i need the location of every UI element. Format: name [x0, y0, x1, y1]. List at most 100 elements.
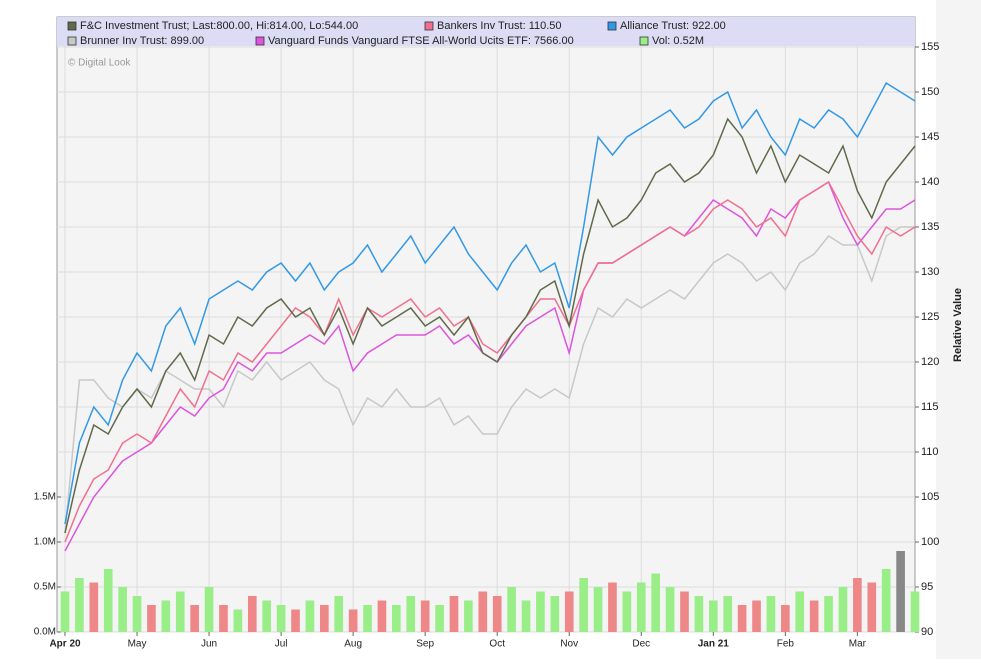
volume-bar [219, 605, 228, 632]
volume-bar [60, 591, 70, 632]
marks [60, 81, 920, 632]
volume-bar [175, 591, 185, 632]
series-line [64, 81, 916, 525]
volume-bar [622, 591, 632, 632]
legend: F&C Investment Trust; Last:800.00, Hi:81… [67, 20, 726, 47]
volume-bar [853, 578, 862, 632]
volume-bar [550, 596, 560, 632]
volume-bar [838, 587, 848, 632]
y-tick-label: 145 [921, 131, 939, 143]
legend-label: Vol: 0.52M [652, 35, 704, 47]
volume-bar [521, 600, 531, 632]
x-tick-label: Mar [849, 639, 867, 650]
volume-bar [608, 582, 617, 632]
volume-bar [867, 582, 877, 632]
volume-bar [334, 596, 344, 632]
volume-bar [89, 582, 99, 632]
volume-bar [910, 591, 920, 632]
volume-bar [752, 600, 761, 632]
plot-area [56, 16, 916, 633]
volume-bar [204, 587, 214, 632]
x-tick-label: Aug [344, 639, 362, 650]
volume-bar [449, 596, 459, 632]
y-tick-label: 135 [921, 221, 939, 233]
grid: 90 95 100 105 110 115 120 125 130 135 140 145 150 155… [34, 17, 939, 650]
side-panel [936, 0, 981, 659]
y2-tick-label: 1.0M [34, 537, 56, 548]
volume-bar [247, 596, 257, 632]
volume-bar [636, 582, 646, 632]
y-tick-label: 95 [921, 581, 933, 593]
legend-band [57, 17, 915, 46]
volume-bar [348, 609, 358, 632]
volume-bar [103, 569, 113, 632]
legend-label: Alliance Trust: 922.00 [620, 20, 726, 32]
legend-swatch [67, 21, 77, 31]
legend-swatch [607, 21, 617, 31]
volume-bar [723, 596, 733, 632]
volume-bar [406, 596, 416, 632]
series-line [64, 180, 916, 543]
y-tick-label: 100 [921, 536, 939, 548]
legend-swatch [255, 36, 265, 46]
legend-label: F&C Investment Trust; Last:800.00, Hi:81… [80, 20, 358, 32]
volume-bar [781, 605, 790, 632]
volume-bar [507, 587, 516, 632]
volume-bar [291, 609, 300, 632]
volume-bar [680, 591, 689, 632]
legend-label: Brunner Inv Trust: 899.00 [80, 35, 204, 47]
volume-bar [824, 596, 833, 632]
y-tick-label: 115 [921, 401, 939, 413]
volume-bar [262, 600, 272, 632]
volume-bar [564, 591, 574, 632]
y-tick-label: 140 [921, 176, 939, 188]
volume-bar [420, 600, 430, 632]
volume-bar [795, 591, 805, 632]
volume-bar [737, 605, 747, 632]
y-tick-label: 155 [921, 41, 939, 53]
volume-bar [147, 605, 156, 632]
y-tick-label: 90 [921, 626, 933, 638]
volume-bar [132, 596, 142, 632]
x-tick-label: Jul [275, 639, 288, 650]
volume-bar [478, 591, 488, 632]
y-tick-label: 125 [921, 311, 939, 323]
volume-bar [464, 600, 473, 632]
volume-bar [161, 600, 171, 632]
x-tick-label: Feb [777, 639, 795, 650]
x-tick-label: Apr 20 [49, 639, 81, 650]
x-tick-label: Dec [632, 639, 650, 650]
y-tick-label: 120 [921, 356, 939, 368]
x-tick-label: Sep [416, 639, 434, 650]
volume-bar [881, 569, 891, 632]
legend-swatch [639, 36, 649, 46]
series-line [64, 117, 916, 534]
legend-label: Vanguard Funds Vanguard FTSE All-World U… [268, 35, 574, 47]
volume-bar [766, 596, 776, 632]
y-tick-label: 110 [921, 446, 939, 458]
series-line [64, 226, 915, 534]
volume-bar [593, 587, 603, 632]
y-axis-label: Relative Value [952, 288, 964, 362]
y-tick-label: 150 [921, 86, 939, 98]
volume-bar [809, 600, 819, 632]
x-tick-label: Jan 21 [698, 639, 730, 650]
volume-bar [233, 609, 243, 632]
volume-bar [665, 587, 675, 632]
y-tick-label: 130 [921, 266, 939, 278]
y2-tick-label: 0.0M [34, 627, 56, 638]
volume-bar [492, 596, 502, 632]
volume-bar [276, 605, 286, 632]
volume-bar [118, 587, 127, 632]
volume-bar [392, 605, 401, 632]
legend-swatch [424, 21, 434, 31]
volume-bar [190, 605, 199, 632]
x-tick-label: Nov [560, 639, 578, 650]
volume-bar [708, 600, 718, 632]
volume-bar [651, 573, 660, 632]
volume-bar [377, 600, 387, 632]
y-tick-label: 105 [921, 491, 939, 503]
watermark: © Digital Look [68, 58, 131, 69]
volume-bar [896, 551, 905, 632]
